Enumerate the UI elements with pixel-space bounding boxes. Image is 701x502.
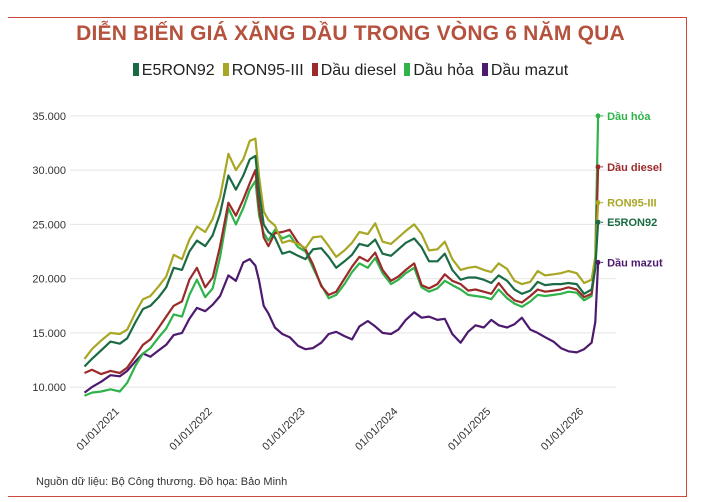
series-line-Dầu mazut [83, 258, 600, 394]
end-label-Dầu mazut: Dầu mazut [607, 257, 663, 269]
legend-item: Dầu hỏa [404, 62, 474, 80]
legend-label: Dầu hỏa [413, 62, 474, 79]
y-tick-label: 15.000 [32, 328, 66, 340]
legend-item: Dầu diesel [311, 62, 397, 80]
legend-label: Dầu mazut [490, 62, 569, 79]
legend-swatch [311, 63, 318, 76]
x-tick-label: 01/01/2021 [74, 406, 121, 453]
y-tick-label: 30.000 [32, 165, 66, 177]
x-tick-label: 01/01/2023 [260, 406, 307, 453]
y-tick-label: 35.000 [32, 111, 66, 123]
legend-label: E5RON92 [141, 62, 215, 79]
series-line-RON95-III [83, 137, 600, 360]
legend-swatch [222, 63, 229, 76]
legend: E5RON92 RON95-III Dầu diesel Dầu hỏa Dầu maz… [0, 62, 701, 80]
legend-item: E5RON92 [132, 62, 215, 80]
legend-swatch [132, 63, 139, 76]
source-note: Nguồn dữ liệu: Bộ Công thương. Đồ họa: B… [36, 476, 288, 488]
x-tick-label: 01/01/2026 [539, 406, 586, 453]
legend-swatch [481, 63, 488, 76]
x-tick-label: 01/01/2022 [167, 406, 214, 453]
frame-border [8, 17, 687, 497]
legend-item: Dầu mazut [481, 62, 569, 80]
y-tick-label: 25.000 [32, 219, 66, 231]
x-tick-label: 01/01/2025 [446, 406, 493, 453]
legend-item: RON95-III [222, 62, 304, 80]
series-line-E5RON92 [83, 154, 600, 368]
legend-swatch [404, 63, 411, 76]
end-label-E5RON92: E5RON92 [607, 217, 657, 229]
series-line-Dầu diesel [84, 166, 600, 376]
chart-title: DIỄN BIẾN GIÁ XĂNG DẦU TRONG VÒNG 6 NĂM … [76, 22, 625, 45]
legend-label: Dầu diesel [320, 62, 397, 79]
y-tick-label: 10.000 [32, 382, 66, 394]
legend-label: RON95-III [231, 62, 304, 79]
x-tick-label: 01/01/2024 [353, 406, 400, 453]
end-label-RON95-III: RON95-III [607, 198, 657, 210]
y-tick-label: 20.000 [32, 274, 66, 286]
end-label-Dầu hỏa: Dầu hỏa [607, 111, 651, 123]
series-line-Dầu hỏa [84, 115, 600, 397]
end-label-Dầu diesel: Dầu diesel [607, 162, 662, 174]
